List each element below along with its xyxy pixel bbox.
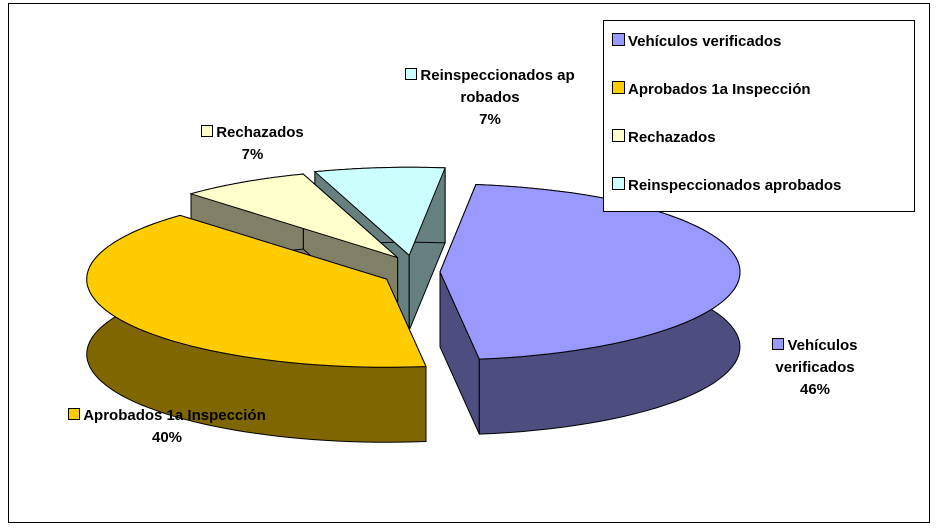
legend-entry: Rechazados: [612, 129, 716, 146]
data-label: Reinspeccionados aprobados 7%: [405, 65, 575, 131]
legend-label: Reinspeccionados aprobados: [628, 177, 842, 194]
slice-top: [189, 173, 398, 259]
label-marker: [772, 338, 785, 350]
legend-swatch: [612, 81, 625, 94]
label-name: Vehículos verificados: [775, 337, 858, 376]
label-marker: [201, 125, 214, 137]
label-name: Reinspeccionados aprobados: [420, 67, 575, 106]
legend-swatch: [612, 129, 625, 142]
slice-top: [86, 214, 427, 368]
legend-swatch: [612, 33, 625, 46]
legend: Vehículos verificados Aprobados 1a Inspec…: [603, 20, 915, 212]
label-name: Aprobados 1a Inspección: [83, 407, 266, 424]
data-label: Rechazados 7%: [160, 122, 345, 166]
slice-top: [313, 166, 446, 257]
label-value: 7%: [241, 146, 264, 163]
legend-label: Rechazados: [628, 129, 716, 146]
slice-top: [439, 183, 741, 360]
label-value: 46%: [799, 381, 831, 398]
chart-frame: [8, 3, 930, 523]
legend-label: Vehículos verificados: [628, 33, 782, 50]
data-label: Vehículos verificados 46%: [735, 335, 895, 401]
legend-swatch: [612, 177, 625, 190]
legend-entry: Vehículos verificados: [612, 33, 781, 50]
label-value: 7%: [479, 111, 501, 128]
legend-label: Aprobados 1a Inspección: [628, 81, 811, 98]
label-value: 40%: [151, 429, 183, 446]
label-marker: [68, 408, 81, 420]
slice: [439, 183, 741, 435]
label-marker: [405, 68, 418, 80]
slice: [86, 214, 427, 443]
data-label: Aprobados 1a Inspección 40%: [62, 405, 272, 449]
label-name: Rechazados: [216, 124, 304, 141]
legend-entry: Aprobados 1a Inspección: [612, 81, 811, 98]
legend-entry: Reinspeccionados aprobados: [612, 177, 841, 194]
